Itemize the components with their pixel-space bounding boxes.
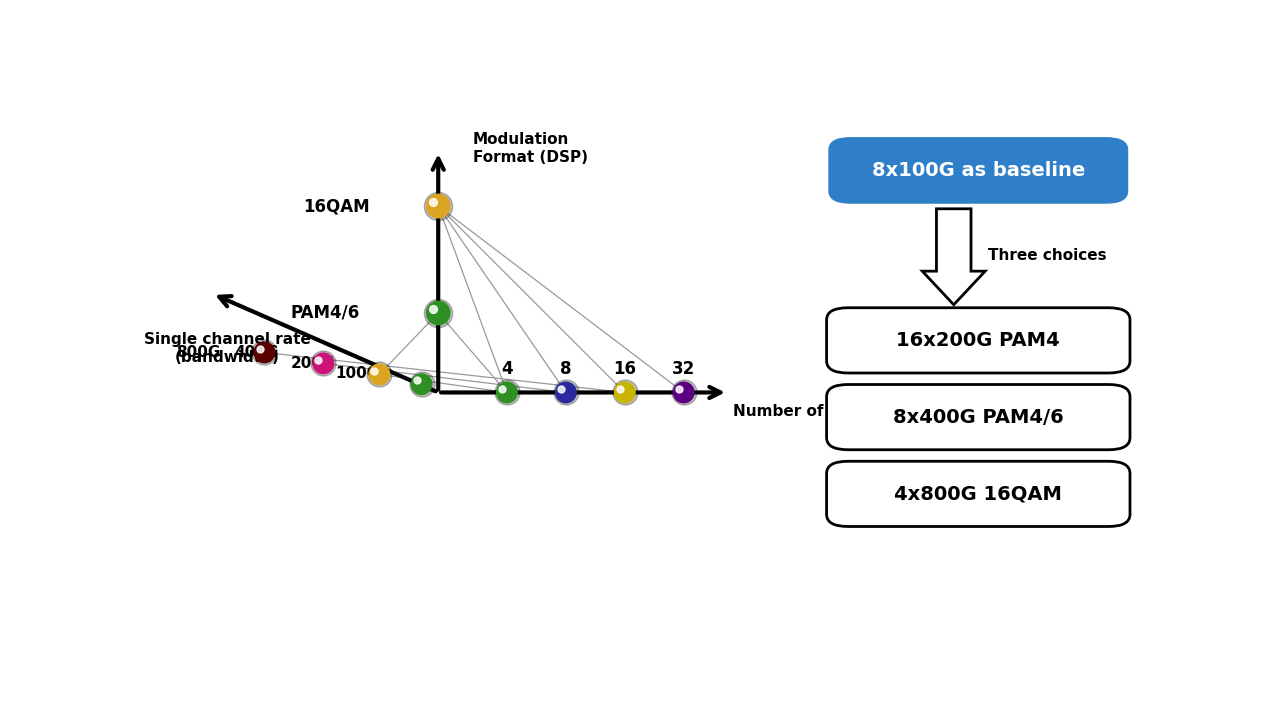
Text: 16QAM: 16QAM [303, 197, 370, 215]
Point [412, 379, 432, 390]
Text: PAM4/6: PAM4/6 [290, 304, 360, 322]
Point [255, 347, 275, 358]
Point [428, 308, 449, 319]
Point [614, 387, 635, 398]
Point [365, 365, 385, 376]
Point [250, 343, 270, 355]
Point [556, 387, 576, 398]
Point [313, 357, 333, 369]
Text: Three choices: Three choices [988, 248, 1107, 263]
Point [423, 197, 443, 208]
Text: 4: 4 [502, 360, 513, 377]
Point [551, 383, 571, 394]
FancyBboxPatch shape [826, 384, 1130, 450]
Text: 32: 32 [672, 360, 696, 377]
Text: 800G: 800G [176, 345, 220, 360]
Point [428, 200, 449, 211]
Text: 8x100G as baseline: 8x100G as baseline [872, 161, 1085, 180]
Text: 100G: 100G [334, 366, 379, 381]
Point [609, 383, 630, 394]
Text: 400G: 400G [234, 345, 279, 360]
Text: 16x200G PAM4: 16x200G PAM4 [897, 331, 1060, 350]
Text: 8: 8 [560, 360, 571, 377]
Point [497, 387, 517, 398]
Text: 4x800G 16QAM: 4x800G 16QAM [895, 484, 1062, 503]
Point [308, 354, 328, 365]
Point [369, 369, 389, 380]
Point [428, 200, 449, 211]
Point [407, 375, 427, 386]
Text: Number of channels: Number of channels [732, 404, 905, 419]
Point [313, 357, 333, 369]
Text: Single channel rate
(bandwidth): Single channel rate (bandwidth) [143, 332, 310, 365]
Point [497, 387, 517, 398]
Point [428, 308, 449, 319]
Point [369, 369, 389, 380]
Point [614, 387, 635, 398]
Point [556, 387, 576, 398]
FancyBboxPatch shape [826, 308, 1130, 373]
Text: 8x400G PAM4/6: 8x400G PAM4/6 [893, 408, 1064, 426]
Text: 200G: 200G [290, 356, 334, 371]
Point [674, 387, 694, 398]
Point [255, 347, 275, 358]
Text: Modulation
Format (DSP): Modulation Format (DSP) [473, 132, 588, 164]
Text: 16: 16 [613, 360, 636, 377]
Point [412, 379, 432, 390]
Point [423, 303, 443, 315]
Point [492, 383, 512, 394]
Point [674, 387, 694, 398]
FancyBboxPatch shape [826, 461, 1130, 526]
Polygon shape [922, 209, 986, 305]
Point [669, 383, 689, 394]
FancyBboxPatch shape [829, 138, 1128, 203]
